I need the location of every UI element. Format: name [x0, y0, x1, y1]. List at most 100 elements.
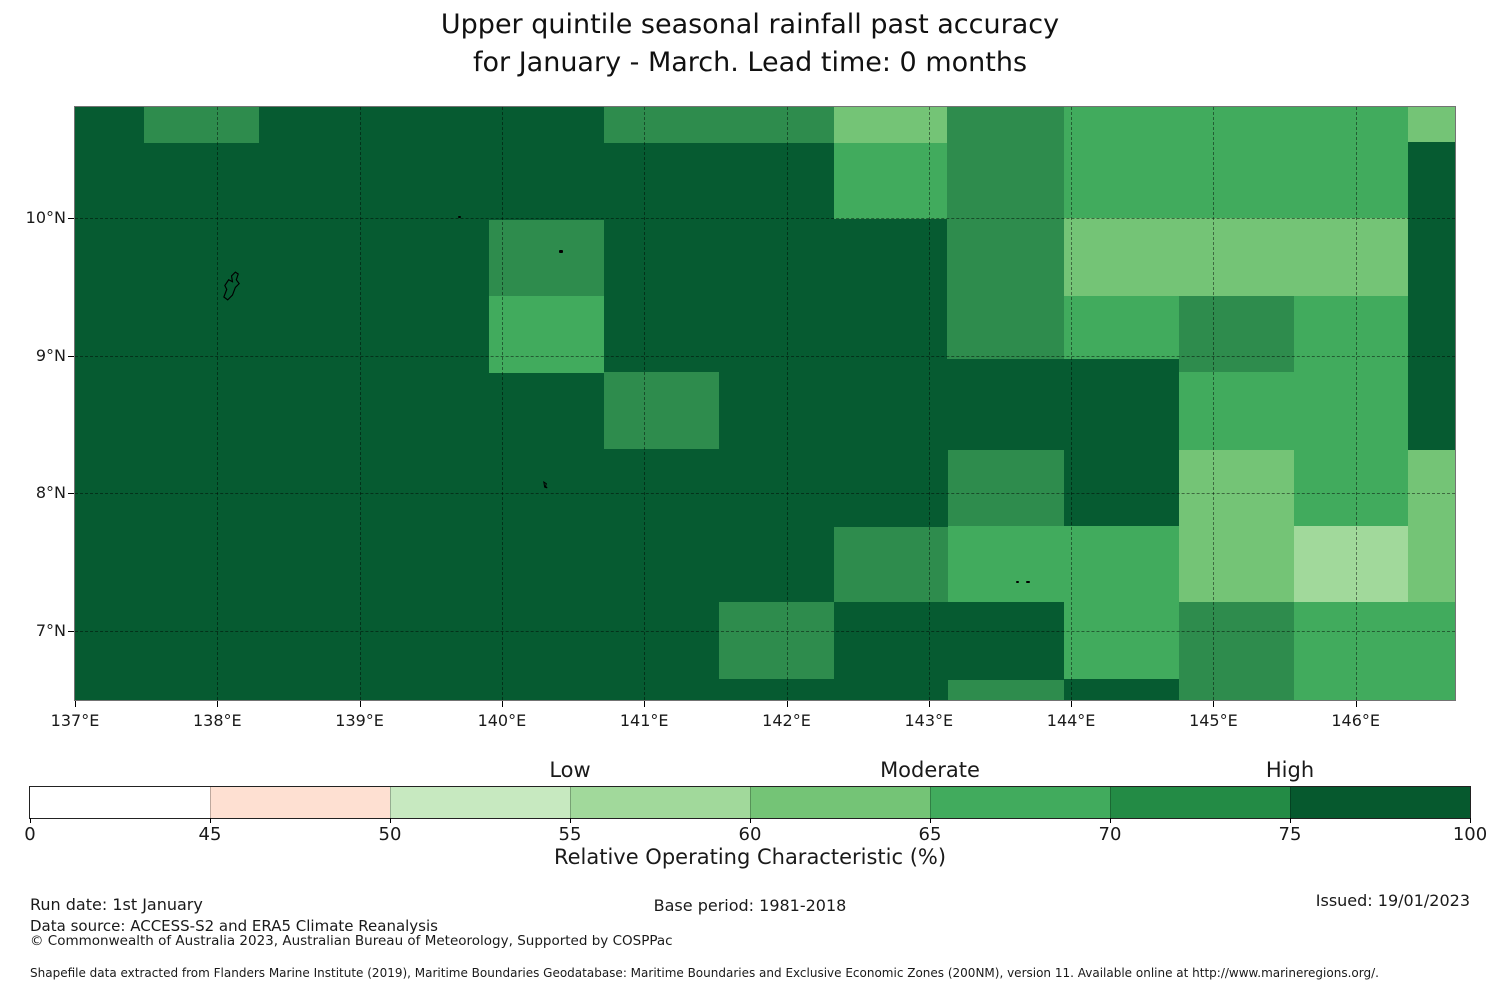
colorbar-category-label: Low [549, 758, 591, 782]
island-mark [543, 474, 548, 489]
graticule-longitude-line [644, 107, 646, 700]
map-area [74, 106, 1456, 701]
x-axis-tick-label: 144°E [1046, 711, 1096, 730]
x-axis-tick [1071, 701, 1073, 707]
base-period-text: Base period: 1981-2018 [653, 896, 847, 915]
island-mark [1026, 581, 1030, 583]
map-cell [604, 372, 719, 449]
x-axis-tick [1355, 701, 1357, 707]
y-axis-tick-label: 10°N [25, 208, 66, 227]
colorbar-tick-label: 75 [1278, 824, 1302, 845]
chart-title-line2: for January - March. Lead time: 0 months [472, 47, 1028, 78]
colorbar-tick [210, 818, 211, 823]
map-cell [1294, 526, 1408, 602]
colorbar-category-label: Moderate [880, 758, 980, 782]
x-axis-tick [359, 701, 361, 707]
x-axis-tick [928, 701, 930, 707]
run-date-text: Run date: 1st January [30, 895, 203, 914]
colorbar-segment [750, 787, 930, 818]
map-cell [1408, 107, 1455, 142]
colorbar-tick-label: 65 [918, 824, 942, 845]
x-axis-tick [1213, 701, 1215, 707]
map-cell [604, 107, 834, 143]
map-cell [719, 602, 834, 679]
colorbar-segment [930, 787, 1110, 818]
island-mark [559, 250, 563, 253]
map-cell [1064, 296, 1179, 359]
map-cell [144, 107, 259, 143]
map-cell [834, 527, 948, 602]
x-axis-tick-label: 143°E [904, 711, 954, 730]
y-axis-tick-label: 8°N [35, 483, 66, 502]
colorbar-tick [390, 818, 391, 823]
graticule-longitude-line [1355, 107, 1357, 700]
island-mark [221, 268, 243, 304]
map-cell [1408, 450, 1455, 602]
x-axis-tick [75, 701, 76, 707]
colorbar-tick [750, 818, 751, 823]
colorbar-tick-label: 0 [24, 824, 36, 845]
map-cell [1179, 602, 1294, 700]
y-axis-tick [68, 630, 74, 632]
x-axis-tick-label: 140°E [477, 711, 527, 730]
colorbar-tick-label: 60 [738, 824, 762, 845]
colorbar-tick [930, 818, 931, 823]
x-axis-tick-label: 137°E [50, 711, 100, 730]
colorbar-segment [1110, 787, 1290, 818]
map-cell [948, 450, 1064, 526]
map-cell [1179, 372, 1408, 450]
graticule-longitude-line [928, 107, 930, 700]
colorbar-tick [570, 818, 571, 823]
map-cell [1179, 450, 1294, 602]
colorbar-category-label: High [1265, 758, 1315, 782]
map-cell [1064, 107, 1408, 218]
map-cell [1294, 296, 1408, 372]
colorbar-segment [390, 787, 570, 818]
y-axis-tick [68, 355, 74, 357]
graticule-latitude-line [75, 493, 1455, 494]
x-axis-tick-label: 139°E [335, 711, 384, 730]
y-axis-tick [68, 493, 74, 494]
x-axis-tick [644, 701, 646, 707]
colorbar-axis-label: Relative Operating Characteristic (%) [553, 845, 947, 869]
graticule-longitude-line [1213, 107, 1215, 700]
map-cell [1064, 218, 1408, 296]
copyright-text: © Commonwealth of Australia 2023, Austra… [30, 933, 673, 949]
colorbar-tick-label: 45 [198, 824, 222, 845]
x-axis-tick-label: 138°E [192, 711, 242, 730]
data-source-text: Data source: ACCESS-S2 and ERA5 Climate … [30, 917, 438, 935]
map-cell [1294, 602, 1455, 700]
y-axis-tick-label: 9°N [35, 345, 66, 365]
y-axis-tick [68, 218, 74, 219]
colorbar-tick-label: 50 [378, 824, 402, 845]
map-cell [1179, 296, 1294, 372]
y-axis-tick-label: 7°N [35, 620, 66, 640]
colorbar [29, 786, 1471, 819]
graticule-longitude-line [359, 107, 361, 700]
colorbar-segment [1290, 787, 1470, 818]
colorbar-tick [1470, 818, 1471, 823]
x-axis-tick [217, 701, 219, 707]
map-cell [489, 296, 604, 373]
x-axis-tick [786, 701, 788, 707]
map-cell [1294, 450, 1408, 526]
map-cell [948, 680, 1064, 700]
chart-title: Upper quintile seasonal rainfall past ac… [0, 6, 1500, 82]
colorbar-segment [210, 787, 390, 818]
issued-text: Issued: 19/01/2023 [1315, 891, 1470, 910]
colorbar-tick-label: 70 [1098, 824, 1122, 845]
chart-title-line1: Upper quintile seasonal rainfall past ac… [440, 9, 1060, 40]
map-cell [948, 526, 1179, 602]
graticule-longitude-line [501, 107, 503, 700]
island-mark [458, 216, 461, 218]
graticule-latitude-line [75, 355, 1455, 357]
colorbar-tick-label: 55 [558, 824, 582, 845]
map-cell [489, 220, 604, 296]
colorbar-tick [1290, 818, 1291, 823]
graticule-longitude-line [786, 107, 788, 700]
x-axis-tick-label: 141°E [619, 711, 669, 730]
colorbar-tick [1110, 818, 1111, 823]
graticule-latitude-line [75, 630, 1455, 632]
map-cell [947, 107, 1064, 359]
